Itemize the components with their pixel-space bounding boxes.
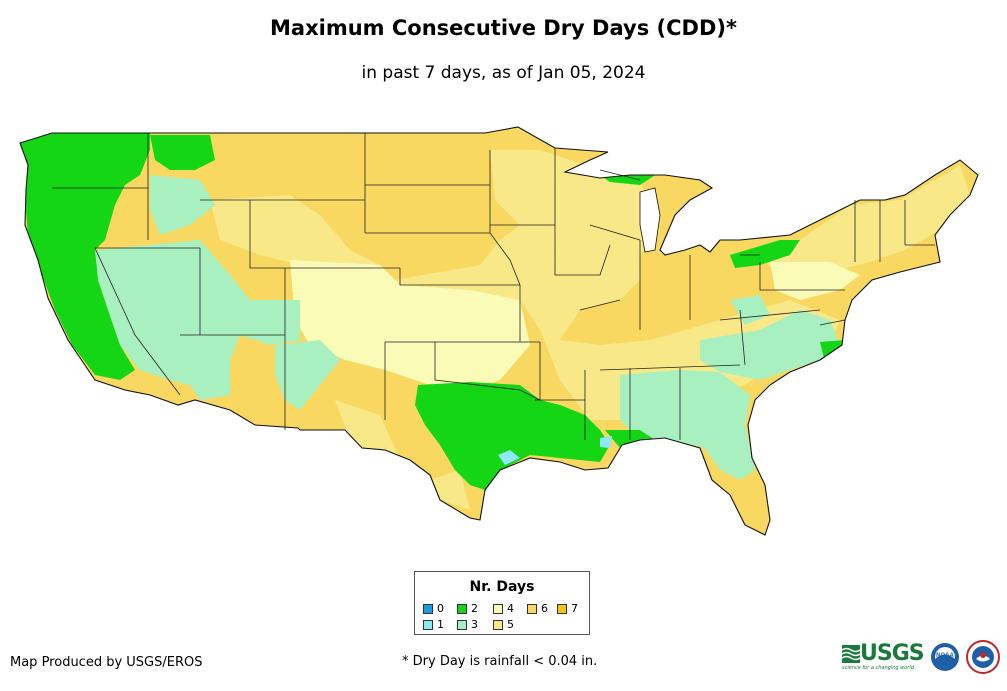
usgs-wordmark: USGS bbox=[860, 641, 925, 666]
map-legend: Nr. Days 0 1 2 3 4 5 6 7 bbox=[414, 571, 590, 635]
noaa-wordmark: NOAA bbox=[936, 653, 954, 659]
legend-label: 6 bbox=[541, 602, 548, 615]
great-lakes bbox=[639, 187, 661, 253]
legend-item-1: 1 bbox=[423, 618, 444, 631]
nws-logo-icon bbox=[965, 640, 1000, 674]
legend-label: 7 bbox=[571, 602, 578, 615]
legend-label: 0 bbox=[437, 602, 444, 615]
agency-logos: USGS science for a changing world NOAA bbox=[842, 640, 1000, 674]
legend-item-5: 5 bbox=[493, 618, 514, 631]
legend-item-7: 7 bbox=[557, 602, 578, 615]
us-dry-days-map bbox=[19, 126, 979, 536]
legend-swatch bbox=[457, 619, 467, 630]
legend-label: 1 bbox=[437, 618, 444, 631]
legend-swatch bbox=[527, 603, 537, 614]
dry-days-regions bbox=[20, 127, 978, 535]
legend-label: 3 bbox=[471, 618, 478, 631]
legend-swatch bbox=[493, 619, 503, 630]
legend-title: Nr. Days bbox=[469, 579, 535, 595]
legend-item-4: 4 bbox=[493, 602, 514, 615]
map-title: Maximum Consecutive Dry Days (CDD)* bbox=[270, 16, 737, 40]
legend-swatch bbox=[557, 603, 567, 614]
noaa-logo-icon: NOAA bbox=[930, 643, 959, 671]
map-subtitle: in past 7 days, as of Jan 05, 2024 bbox=[361, 63, 646, 83]
state-boundaries bbox=[52, 133, 935, 440]
legend-swatch bbox=[423, 619, 433, 630]
legend-item-2: 2 bbox=[457, 602, 478, 615]
legend-label: 4 bbox=[507, 602, 514, 615]
dry-day-footnote: * Dry Day is rainfall < 0.04 in. bbox=[402, 654, 598, 669]
us-outline bbox=[19, 126, 979, 536]
legend-swatch bbox=[457, 603, 467, 614]
usgs-tagline: science for a changing world bbox=[842, 665, 914, 671]
legend-swatch bbox=[423, 603, 433, 614]
usgs-wave-icon bbox=[842, 645, 860, 663]
map-credit: Map Produced by USGS/EROS bbox=[10, 655, 203, 670]
usgs-logo: USGS science for a changing world bbox=[842, 641, 925, 671]
legend-item-3: 3 bbox=[457, 618, 478, 631]
legend-label: 2 bbox=[471, 602, 478, 615]
legend-item-6: 6 bbox=[527, 602, 548, 615]
legend-label: 5 bbox=[507, 618, 514, 631]
legend-swatch bbox=[493, 603, 503, 614]
legend-item-0: 0 bbox=[423, 602, 444, 615]
